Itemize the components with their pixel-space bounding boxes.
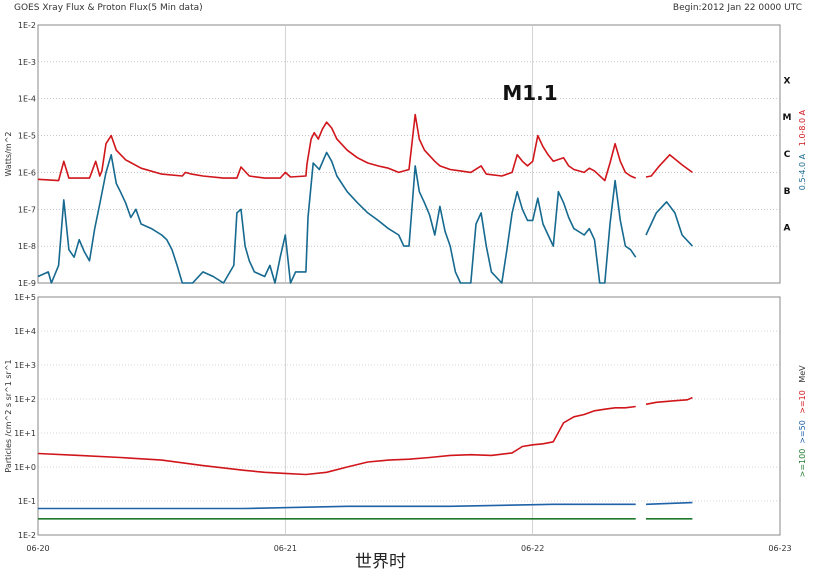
xray-ytick-label: 1E-6 <box>18 168 36 177</box>
proton-plot-frame <box>37 296 781 536</box>
proton-ylabel: Particles /cm^2 s sr^1 sr^1 <box>4 359 13 472</box>
proton-ytick-label: 1E+3 <box>14 361 36 370</box>
flare-class-label: M <box>783 113 792 123</box>
proton-unit-label: MeV <box>798 365 807 383</box>
proton-series-line <box>38 501 693 510</box>
xray-series-line <box>37 113 693 182</box>
proton-legend-label: >=100 <box>798 449 807 478</box>
xray-ytick-label: 1E-2 <box>18 21 36 30</box>
flare-annotation: M1.1 <box>502 81 557 105</box>
proton-legend-label: >=50 <box>798 420 807 444</box>
proton-ytick-label: 1E+5 <box>14 293 36 302</box>
proton-ytick-label: 1E-2 <box>18 531 36 540</box>
xray-ytick-label: 1E-3 <box>18 58 36 67</box>
xtick-label: 06-21 <box>274 544 297 553</box>
proton-ytick-label: 1E+0 <box>14 463 36 472</box>
xray-ytick-label: 1E-5 <box>18 132 36 141</box>
begin-time: Begin:2012 Jan 22 0000 UTC <box>672 3 802 13</box>
flare-class-label: C <box>784 150 791 160</box>
chart-title: GOES Xray Flux & Proton Flux(5 Min data) <box>14 3 203 13</box>
proton-ytick-label: 1E+4 <box>14 327 36 336</box>
proton-ytick-label: 1E+1 <box>14 429 36 438</box>
flare-class-label: A <box>784 224 791 234</box>
proton-ytick-label: 1E-1 <box>18 497 36 506</box>
proton-series-line <box>37 396 693 476</box>
xray-legend-label: 1.0-8.0 A <box>798 109 807 146</box>
xray-ytick-label: 1E-9 <box>18 279 36 288</box>
xray-ytick-label: 1E-8 <box>18 242 36 251</box>
xray-ytick-label: 1E-4 <box>18 95 36 104</box>
flare-class-label: X <box>784 76 791 86</box>
xtick-label: 06-20 <box>26 544 49 553</box>
x-axis-label: 世界时 <box>355 552 406 572</box>
xtick-label: 06-23 <box>768 544 791 553</box>
xray-legend-label: 0.5-4.0 A <box>798 153 807 190</box>
proton-legend-label: >=10 <box>798 390 807 414</box>
proton-ytick-label: 1E+2 <box>14 395 36 404</box>
flare-class-label: B <box>784 187 791 197</box>
xtick-label: 06-22 <box>521 544 544 553</box>
xray-series-line <box>37 151 693 284</box>
xray-ytick-label: 1E-7 <box>18 205 36 214</box>
xray-ylabel: Watts/m^2 <box>4 131 13 176</box>
xray-plot-frame <box>37 24 781 284</box>
